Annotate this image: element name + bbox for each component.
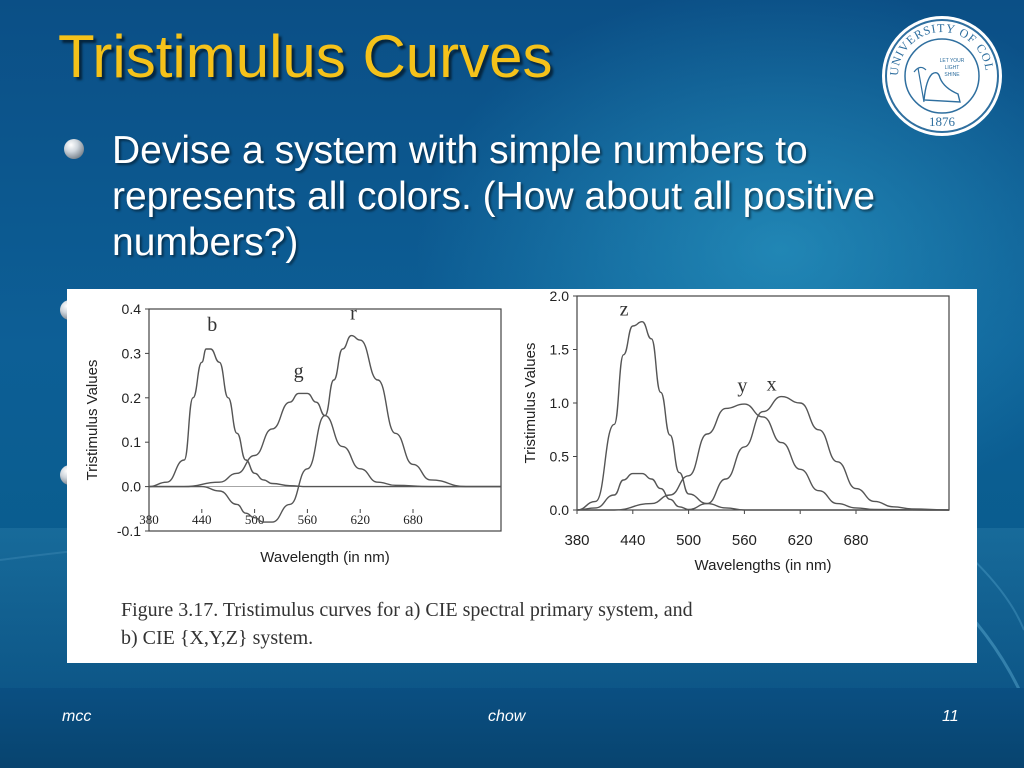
chart-b-xtick-label: 620 <box>788 532 813 549</box>
chart-a-ylabel: Tristimulus Values <box>84 360 101 481</box>
chart-b-series-label-z: z <box>620 299 629 321</box>
chart-b-ylabel: Tristimulus Values <box>522 343 539 464</box>
chart-a-series-label-g: g <box>294 360 304 382</box>
chart-a-series-label-r: r <box>350 303 357 325</box>
seal-motto-1: LET YOUR <box>940 58 965 64</box>
chart-a-ytick-label: 0.4 <box>122 301 142 317</box>
bullet-text: Devise a system with simple numbers to r… <box>112 129 876 264</box>
slide-title: Tristimulus Curves <box>58 23 553 90</box>
footer-right: 11 <box>942 708 959 725</box>
chart-b-xlabel: Wavelengths (in nm) <box>695 557 832 574</box>
chart-b-xtick-label: 560 <box>732 532 757 549</box>
footer-bar <box>0 688 1024 768</box>
chart-a-ytick-label: 0.3 <box>122 345 142 361</box>
chart-a-ytick-label: 0.2 <box>122 390 142 406</box>
chart-a-ytick-label: -0.1 <box>117 523 141 539</box>
chart-b-series-x <box>576 395 950 511</box>
chart-a-xtick-label: 560 <box>298 512 318 527</box>
chart-a-series-b <box>148 348 501 488</box>
chart-a-ytick-label: 0.0 <box>122 479 142 495</box>
chart-a-xtick-label: 680 <box>403 512 423 527</box>
chart-b-ytick-label: 1.0 <box>550 395 570 411</box>
chart-b-series-y <box>577 403 950 511</box>
chart-b-series-label-x: x <box>767 374 777 396</box>
footer-left: mcc <box>62 708 92 725</box>
chart-a-xtick-label: 620 <box>350 512 370 527</box>
seal-motto-3: SHINE <box>944 72 960 78</box>
chart-b-series-label-y: y <box>737 375 747 397</box>
chart-a-series-label-b: b <box>207 314 217 336</box>
caption-line-1: Figure 3.17. Tristimulus curves for a) C… <box>121 599 693 621</box>
chart-a-plot-frame <box>148 308 502 532</box>
chart-a-xlabel: Wavelength (in nm) <box>260 549 390 566</box>
chart-b-xtick-label: 440 <box>620 532 645 549</box>
seal-motto-2: LIGHT <box>945 65 960 71</box>
seal-torch-icon <box>913 66 927 103</box>
chart-cie-xyz: 2.0 1.5 1.0 0.5 0.0 380 440 500 560 620 680 z xy Tris… <box>522 289 950 574</box>
chart-b-ytick-label: 1.5 <box>550 342 570 358</box>
chart-b-ytick-label: 0.0 <box>550 502 570 518</box>
chart-b-xtick-label: 680 <box>843 532 868 549</box>
chart-a-ytick-label: 0.1 <box>122 434 142 450</box>
chart-b-xtick-label: 380 <box>564 532 589 549</box>
seal-figure-icon <box>923 71 961 103</box>
chart-a-series-g <box>149 392 501 488</box>
chart-b-xtick-label: 500 <box>676 532 701 549</box>
seal-year: 1876 <box>929 114 956 129</box>
chart-b-series-z <box>576 320 949 511</box>
bullet-icon <box>64 139 84 159</box>
chart-a-xtick-label: 380 <box>139 512 159 527</box>
university-seal: UNIVERSITY OF COLORADO 1876 LET YOUR LIG… <box>880 14 1002 136</box>
caption-line-2: b) CIE {X,Y,Z} system. <box>121 627 314 649</box>
chart-a-xtick-label: 440 <box>192 512 212 527</box>
figure-caption: Figure 3.17. Tristimulus curves for a) C… <box>121 596 921 652</box>
figure-panel: 0.4 0.3 0.2 0.1 0.0 -0.1 380 440 500 560 620 680 b g r… <box>67 289 977 663</box>
chart-b-ytick-label: 0.5 <box>550 449 570 465</box>
chart-b-plot-frame <box>576 295 950 511</box>
chart-b-ytick-label: 2.0 <box>550 289 570 304</box>
chart-a-series-r <box>149 334 501 523</box>
footer-center: chow <box>488 708 526 725</box>
